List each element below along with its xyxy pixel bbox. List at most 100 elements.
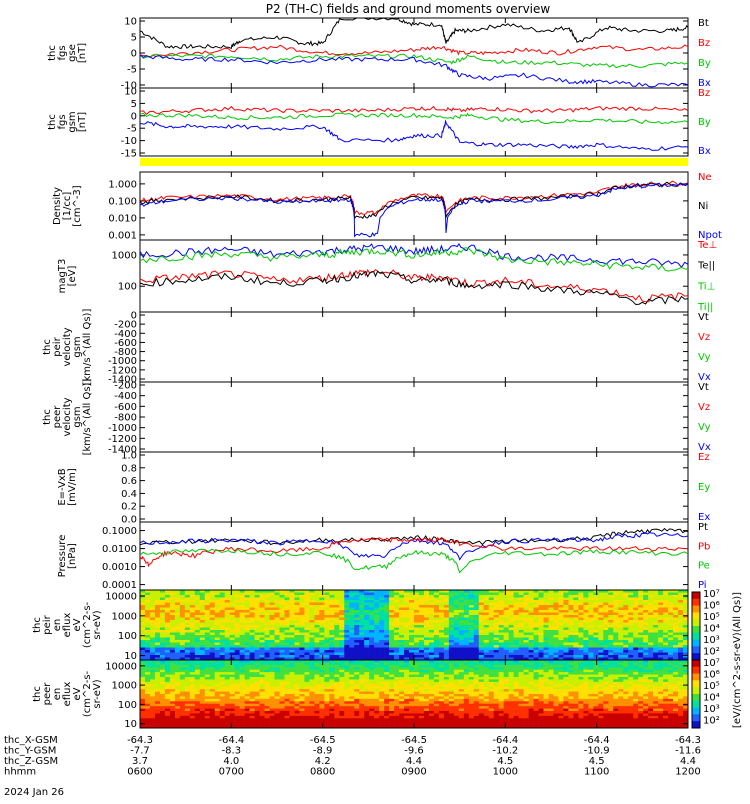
heatmap-cell xyxy=(618,640,623,643)
heatmap-cell xyxy=(529,665,534,668)
heatmap-cell xyxy=(529,635,534,638)
heatmap-cell xyxy=(334,605,339,608)
heatmap-cell xyxy=(489,672,494,675)
heatmap-cell xyxy=(494,692,499,695)
heatmap-cell xyxy=(339,625,344,628)
heatmap-cell xyxy=(499,653,504,656)
heatmap-cell xyxy=(379,677,384,680)
heatmap-cell xyxy=(304,628,309,631)
heatmap-cell xyxy=(663,689,668,692)
heatmap-cell xyxy=(638,662,643,665)
heatmap-cell xyxy=(354,643,359,646)
heatmap-cell xyxy=(364,675,369,678)
heatmap-cell xyxy=(289,598,294,601)
heatmap-cell xyxy=(568,628,573,631)
heatmap-cell xyxy=(474,635,479,638)
heatmap-cell xyxy=(678,689,683,692)
heatmap-cell xyxy=(638,640,643,643)
heatmap-cell xyxy=(150,625,155,628)
heatmap-cell xyxy=(623,610,628,613)
heatmap-cell xyxy=(279,672,284,675)
heatmap-cell xyxy=(424,628,429,631)
heatmap-cell xyxy=(165,687,170,690)
heatmap-cell xyxy=(270,670,275,673)
heatmap-cell xyxy=(359,650,364,653)
heatmap-cell xyxy=(648,638,653,641)
heatmap-cell xyxy=(314,628,319,631)
heatmap-cell xyxy=(265,600,270,603)
series-temp-line xyxy=(140,270,688,302)
heatmap-cell xyxy=(175,675,180,678)
heatmap-cell xyxy=(150,620,155,623)
heatmap-cell xyxy=(399,684,404,687)
heatmap-cell xyxy=(275,648,280,651)
heatmap-cell xyxy=(583,620,588,623)
heatmap-cell xyxy=(504,603,509,606)
heatmap-cell xyxy=(539,689,544,692)
heatmap-cell xyxy=(429,655,434,658)
heatmap-cell xyxy=(235,679,240,682)
heatmap-cell xyxy=(215,628,220,631)
heatmap-cell xyxy=(160,625,165,628)
heatmap-cell xyxy=(603,648,608,651)
heatmap-cell xyxy=(419,665,424,668)
heatmap-cell xyxy=(593,595,598,598)
heatmap-cell xyxy=(329,618,334,621)
heatmap-cell xyxy=(284,692,289,695)
heatmap-cell xyxy=(414,600,419,603)
heatmap-cell xyxy=(220,684,225,687)
heatmap-cell xyxy=(558,628,563,631)
heatmap-cell xyxy=(469,598,474,601)
heatmap-cell xyxy=(658,648,663,651)
heatmap-cell xyxy=(504,610,509,613)
heatmap-cell xyxy=(255,595,260,598)
heatmap-cell xyxy=(444,643,449,646)
heatmap-cell xyxy=(180,613,185,616)
heatmap-cell xyxy=(544,630,549,633)
heatmap-cell xyxy=(474,613,479,616)
heatmap-cell xyxy=(324,598,329,601)
heatmap-cell xyxy=(230,640,235,643)
heatmap-cell xyxy=(583,684,588,687)
heatmap-cell xyxy=(299,620,304,623)
heatmap-cell xyxy=(170,675,175,678)
heatmap-cell xyxy=(474,670,479,673)
heatmap-cell xyxy=(494,593,499,596)
heatmap-cell xyxy=(230,638,235,641)
heatmap-cell xyxy=(309,648,314,651)
heatmap-cell xyxy=(319,623,324,626)
heatmap-cell xyxy=(424,603,429,606)
heatmap-cell xyxy=(344,633,349,636)
heatmap-cell xyxy=(205,665,210,668)
heatmap-cell xyxy=(339,643,344,646)
heatmap-cell xyxy=(324,653,329,656)
heatmap-cell xyxy=(260,665,265,668)
heatmap-cell xyxy=(180,655,185,658)
heatmap-cell xyxy=(275,635,280,638)
heatmap-cell xyxy=(534,677,539,680)
heatmap-cell xyxy=(220,618,225,621)
heatmap-cell xyxy=(409,645,414,648)
heatmap-cell xyxy=(404,603,409,606)
heatmap-cell xyxy=(155,682,160,685)
heatmap-cell xyxy=(200,648,205,651)
heatmap-cell xyxy=(479,684,484,687)
heatmap-cell xyxy=(494,672,499,675)
heatmap-cell xyxy=(484,620,489,623)
heatmap-cell xyxy=(494,653,499,656)
heatmap-cell xyxy=(354,638,359,641)
heatmap-cell xyxy=(215,623,220,626)
y-tick-label: 0.6 xyxy=(121,476,137,487)
heatmap-cell xyxy=(474,625,479,628)
heatmap-cell xyxy=(230,623,235,626)
heatmap-cell xyxy=(573,598,578,601)
heatmap-cell xyxy=(324,630,329,633)
heatmap-cell xyxy=(648,662,653,665)
heatmap-cell xyxy=(509,613,514,616)
heatmap-cell xyxy=(389,640,394,643)
heatmap-cell xyxy=(668,662,673,665)
heatmap-cell xyxy=(598,655,603,658)
heatmap-cell xyxy=(190,640,195,643)
heatmap-cell xyxy=(663,623,668,626)
y-tick-label: 1.000 xyxy=(108,179,137,190)
